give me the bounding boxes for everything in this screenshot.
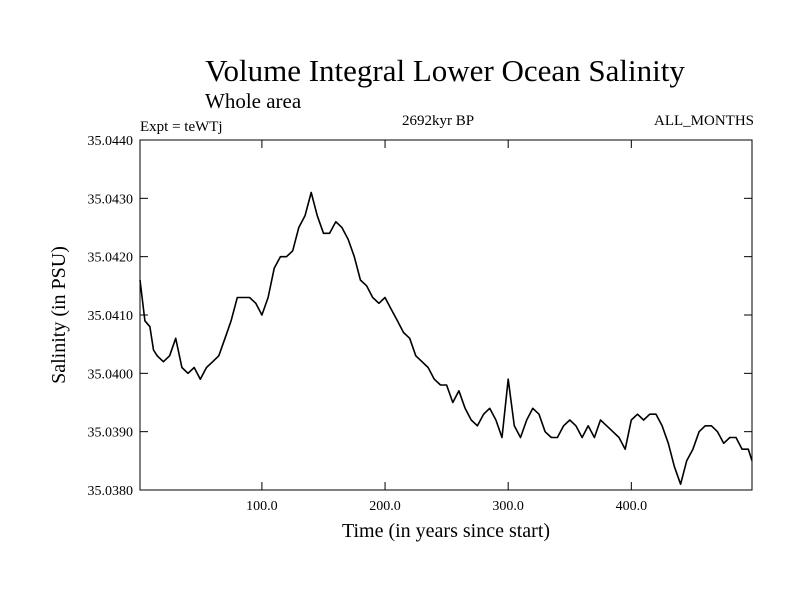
y-axis-label: Salinity (in PSU) [48, 246, 70, 384]
y-tick-label: 35.0380 [88, 484, 134, 499]
y-tick-label: 35.0440 [88, 134, 134, 149]
experiment-label: Expt = teWTj [140, 119, 223, 135]
salinity-series-line [139, 191, 753, 486]
chart-subtitle: Whole area [205, 89, 302, 113]
y-tick-label: 35.0410 [88, 309, 134, 324]
x-axis-label: Time (in years since start) [342, 520, 550, 542]
y-tick-label: 35.0390 [88, 426, 134, 441]
y-tick-label: 35.0400 [88, 367, 134, 382]
x-tick-label: 300.0 [492, 499, 524, 514]
x-axis: 100.0 200.0 300.0 400.0 [246, 140, 647, 514]
x-tick-label: 400.0 [616, 499, 648, 514]
months-label: ALL_MONTHS [654, 113, 754, 129]
period-label: 2692kyr BP [402, 113, 474, 129]
y-tick-label: 35.0430 [88, 192, 134, 207]
chart-title: Volume Integral Lower Ocean Salinity [205, 53, 685, 88]
y-tick-label: 35.0420 [88, 251, 134, 266]
x-tick-label: 100.0 [246, 499, 278, 514]
y-axis: 35.0380 35.0390 35.0400 35.0410 35.0420 35.04… [88, 134, 752, 499]
plot-frame [139, 139, 753, 491]
x-tick-label: 200.0 [369, 499, 401, 514]
